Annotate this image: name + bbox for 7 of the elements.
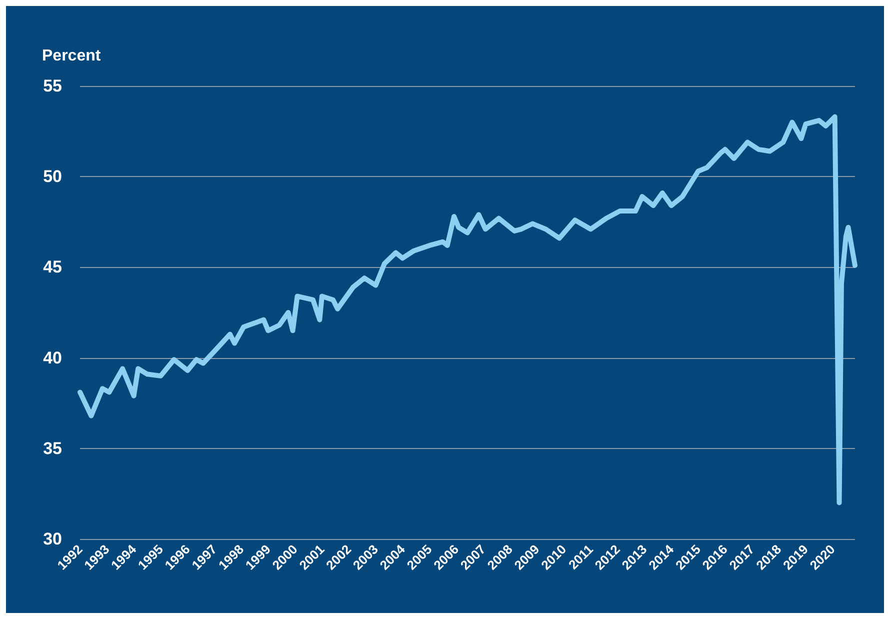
y-tick-label: 30 xyxy=(43,530,62,548)
y-tick-label: 35 xyxy=(43,438,62,458)
y-tick-label: 40 xyxy=(43,348,62,368)
y-axis-title: Percent xyxy=(42,48,102,64)
y-tick-label: 55 xyxy=(43,76,62,96)
y-tick-label: 50 xyxy=(43,167,62,186)
y-tick-label: 45 xyxy=(43,258,62,277)
